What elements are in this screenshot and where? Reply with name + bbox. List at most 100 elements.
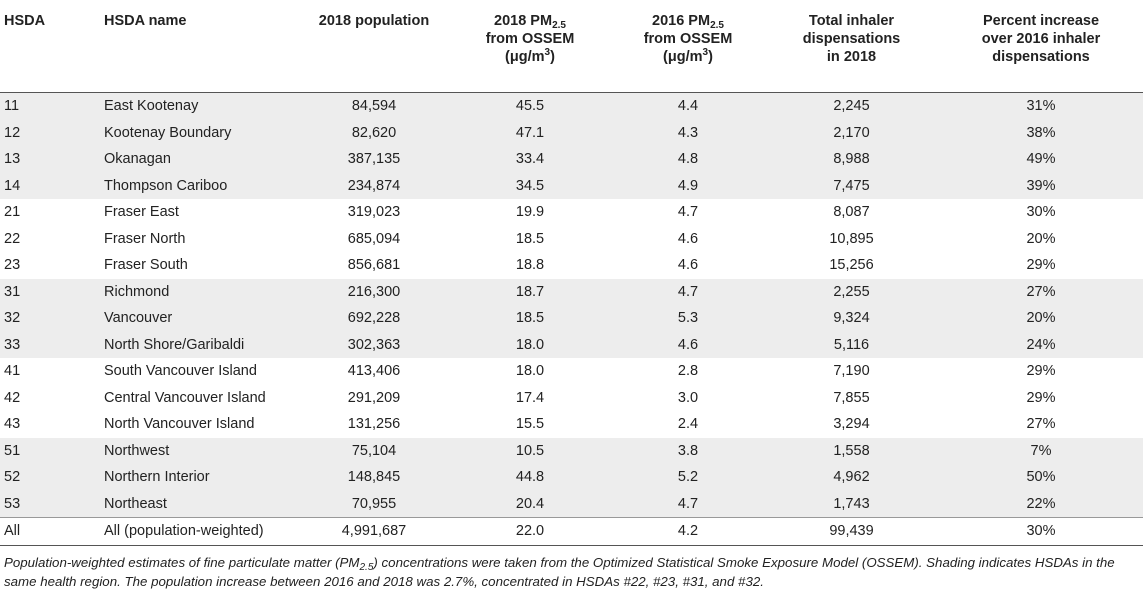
cell-hsda: 12 bbox=[0, 119, 104, 146]
cell-pm2018: 19.9 bbox=[515, 204, 545, 221]
cell-percent-increase: 29% bbox=[1026, 363, 1056, 380]
cell-total-inhaler: 10,895 bbox=[829, 230, 874, 247]
cell-hsda-name: Northwest bbox=[104, 437, 300, 464]
header-hsda-name: HSDA name bbox=[104, 13, 187, 29]
cell-pm2018: 18.0 bbox=[515, 363, 545, 380]
table-body: 11 East Kootenay 84,594 45.5 4.4 2,245 31% 12 Ko… bbox=[0, 92, 1143, 545]
cell-population: 148,845 bbox=[300, 464, 448, 491]
cell-percent-increase: 20% bbox=[939, 305, 1143, 332]
header-row: HSDA HSDA name 2018 population 2018 PM2.… bbox=[0, 0, 1143, 93]
cell-total-inhaler: 99,439 bbox=[764, 517, 939, 545]
cell-pm2016: 4.9 bbox=[612, 172, 764, 199]
table-row: 21 Fraser East 319,023 19.9 4.7 8,087 30% bbox=[0, 199, 1143, 226]
cell-total-inhaler: 2,255 bbox=[764, 278, 939, 305]
cell-total-inhaler: 2,245 bbox=[764, 92, 939, 120]
cell-total-inhaler: 7,855 bbox=[833, 389, 870, 406]
cell-pm2018: 18.0 bbox=[448, 331, 612, 358]
cell-pm2016: 3.0 bbox=[677, 389, 699, 406]
cell-percent-increase: 31% bbox=[939, 92, 1143, 120]
cell-percent-increase: 38% bbox=[939, 119, 1143, 146]
cell-hsda-name: Okanagan bbox=[104, 146, 300, 173]
cell-percent-increase: 29% bbox=[1026, 257, 1056, 274]
cell-hsda: 51 bbox=[0, 437, 104, 464]
cell-hsda-name: Fraser North bbox=[104, 230, 186, 247]
cell-hsda-name: Northeast bbox=[104, 490, 300, 518]
table-row: 42 Central Vancouver Island 291,209 17.4 3.0… bbox=[0, 385, 1143, 412]
cell-population: 216,300 bbox=[300, 278, 448, 305]
cell-population: 856,681 bbox=[347, 257, 401, 274]
cell-population: 75,104 bbox=[300, 437, 448, 464]
cell-hsda: 11 bbox=[0, 92, 104, 120]
cell-pm2016: 4.6 bbox=[612, 331, 764, 358]
cell-population: 84,594 bbox=[300, 92, 448, 120]
header-population: 2018 population bbox=[318, 13, 430, 29]
cell-hsda-name: Fraser East bbox=[104, 204, 179, 221]
cell-pm2016: 2.8 bbox=[677, 363, 699, 380]
cell-total-inhaler: 1,558 bbox=[764, 437, 939, 464]
cell-percent-increase: 27% bbox=[939, 278, 1143, 305]
cell-pm2016: 3.8 bbox=[612, 437, 764, 464]
cell-hsda-name: North Vancouver Island bbox=[104, 416, 255, 433]
cell-total-inhaler: 7,190 bbox=[833, 363, 870, 380]
cell-hsda-name: Central Vancouver Island bbox=[104, 389, 266, 406]
cell-pm2016: 4.7 bbox=[677, 204, 699, 221]
cell-population: 319,023 bbox=[347, 204, 401, 221]
cell-pm2018: 47.1 bbox=[448, 119, 612, 146]
cell-pm2016: 2.4 bbox=[677, 416, 699, 433]
cell-pm2018: 18.7 bbox=[448, 278, 612, 305]
cell-percent-increase: 49% bbox=[939, 146, 1143, 173]
cell-pm2018: 17.4 bbox=[515, 389, 545, 406]
cell-pm2018: 18.8 bbox=[515, 257, 545, 274]
cell-pm2018: 10.5 bbox=[448, 437, 612, 464]
cell-hsda: 32 bbox=[0, 305, 104, 332]
cell-total-inhaler: 8,988 bbox=[764, 146, 939, 173]
cell-pm2018: 15.5 bbox=[515, 416, 545, 433]
table-row: 43 North Vancouver Island 131,256 15.5 2.4 3,… bbox=[0, 411, 1143, 438]
cell-percent-increase: 22% bbox=[939, 490, 1143, 518]
cell-percent-increase: 30% bbox=[939, 517, 1143, 545]
table-row: 31 Richmond 216,300 18.7 4.7 2,255 27% bbox=[0, 278, 1143, 305]
cell-hsda: 53 bbox=[0, 490, 104, 518]
header-percent-increase: Percent increase over 2016 inhaler dispe… bbox=[981, 13, 1101, 65]
cell-total-inhaler: 5,116 bbox=[764, 331, 939, 358]
cell-pm2016: 4.4 bbox=[612, 92, 764, 120]
table-row: 33 North Shore/Garibaldi 302,363 18.0 4.6 5,1… bbox=[0, 331, 1143, 358]
cell-hsda: 22 bbox=[4, 230, 21, 247]
cell-pm2018: 20.4 bbox=[448, 490, 612, 518]
cell-total-inhaler: 1,743 bbox=[764, 490, 939, 518]
cell-hsda: 21 bbox=[4, 204, 21, 221]
cell-total-inhaler: 8,087 bbox=[833, 204, 870, 221]
cell-population: 4,991,687 bbox=[300, 517, 448, 545]
cell-percent-increase: 29% bbox=[1026, 389, 1056, 406]
cell-hsda-name: Richmond bbox=[104, 278, 300, 305]
cell-pm2018: 44.8 bbox=[448, 464, 612, 491]
cell-hsda-name: Fraser South bbox=[104, 257, 188, 274]
header-pm2018: 2018 PM2.5 from OSSEM (μg/m3) bbox=[485, 13, 575, 65]
cell-hsda: 23 bbox=[4, 257, 21, 274]
cell-total-inhaler: 15,256 bbox=[829, 257, 874, 274]
cell-population: 131,256 bbox=[347, 416, 401, 433]
cell-pm2016: 4.7 bbox=[612, 490, 764, 518]
cell-hsda: 33 bbox=[0, 331, 104, 358]
cell-hsda: 13 bbox=[0, 146, 104, 173]
table-footnote: Population-weighted estimates of fine pa… bbox=[4, 555, 1115, 589]
table-row: 41 South Vancouver Island 413,406 18.0 2.8 7,… bbox=[0, 358, 1143, 385]
cell-total-inhaler: 3,294 bbox=[833, 416, 870, 433]
cell-population: 302,363 bbox=[300, 331, 448, 358]
cell-population: 685,094 bbox=[347, 230, 401, 247]
table-row: All All (population-weighted) 4,991,687 22.… bbox=[0, 517, 1143, 545]
cell-population: 70,955 bbox=[300, 490, 448, 518]
table-row: 52 Northern Interior 148,845 44.8 5.2 4,962 50… bbox=[0, 464, 1143, 491]
cell-pm2018: 33.4 bbox=[448, 146, 612, 173]
cell-population: 692,228 bbox=[300, 305, 448, 332]
cell-total-inhaler: 9,324 bbox=[764, 305, 939, 332]
table-row: 53 Northeast 70,955 20.4 4.7 1,743 22% bbox=[0, 490, 1143, 518]
cell-percent-increase: 7% bbox=[939, 437, 1143, 464]
table-row: 13 Okanagan 387,135 33.4 4.8 8,988 49% bbox=[0, 146, 1143, 173]
cell-pm2016: 4.6 bbox=[677, 230, 699, 247]
cell-hsda-name: Northern Interior bbox=[104, 464, 300, 491]
cell-hsda-name: South Vancouver Island bbox=[104, 363, 257, 380]
cell-hsda-name: North Shore/Garibaldi bbox=[104, 331, 300, 358]
cell-total-inhaler: 2,170 bbox=[764, 119, 939, 146]
